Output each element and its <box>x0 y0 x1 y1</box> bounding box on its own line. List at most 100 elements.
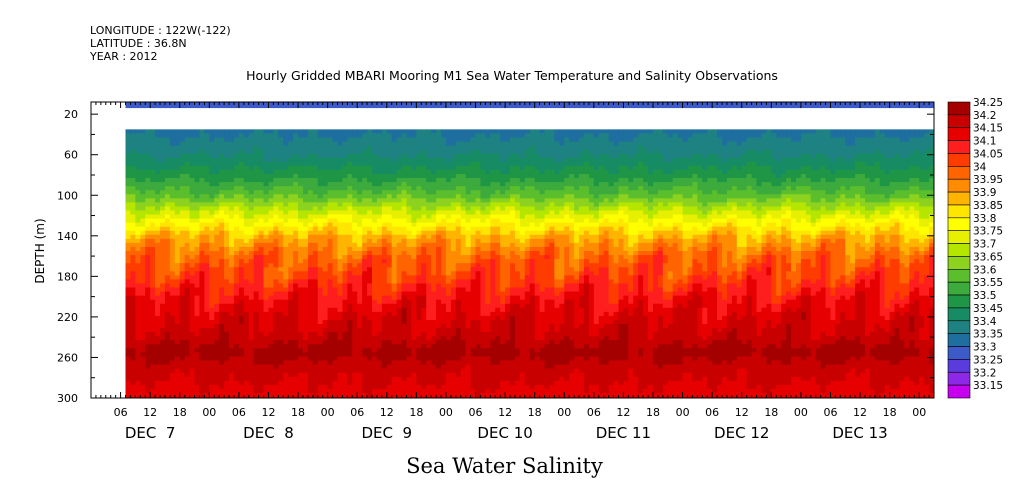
heatmap-cell <box>460 133 467 139</box>
heatmap-cell <box>209 348 215 353</box>
heatmap-cell <box>174 340 181 345</box>
heatmap-cell <box>317 182 324 187</box>
heatmap-cell <box>327 336 334 341</box>
heatmap-cell <box>465 271 472 276</box>
heatmap-cell <box>396 206 403 212</box>
heatmap-cell <box>352 324 358 329</box>
heatmap-cell <box>140 392 146 398</box>
heatmap-cell <box>150 198 156 203</box>
heatmap-cell <box>312 161 319 167</box>
heatmap-cell <box>426 153 432 159</box>
heatmap-cell <box>347 214 353 220</box>
heatmap-cell <box>214 242 220 248</box>
heatmap-cell <box>381 182 388 187</box>
heatmap-cell <box>199 376 205 382</box>
heatmap-cell <box>460 242 467 248</box>
heatmap-cell <box>130 336 136 341</box>
heatmap-cell <box>307 376 314 382</box>
heatmap-cell <box>293 299 299 305</box>
heatmap-cell <box>204 384 210 390</box>
heatmap-cell <box>298 178 304 183</box>
heatmap-cell <box>352 169 358 175</box>
heatmap-cell <box>288 102 294 109</box>
heatmap-cell <box>455 255 462 260</box>
heatmap-cell <box>189 279 196 285</box>
heatmap-cell <box>332 295 339 301</box>
heatmap-cell <box>199 173 205 179</box>
heatmap-cell <box>155 141 161 147</box>
heatmap-cell <box>125 324 132 329</box>
heatmap-cell <box>317 348 324 353</box>
heatmap-cell <box>219 255 225 260</box>
heatmap-cell <box>199 259 205 264</box>
heatmap-cell <box>362 133 368 139</box>
heatmap-cell <box>298 315 304 321</box>
heatmap-cell <box>189 299 196 305</box>
heatmap-cell <box>248 165 255 171</box>
heatmap-cell <box>160 153 166 159</box>
heatmap-cell <box>386 348 393 353</box>
heatmap-cell <box>307 230 314 236</box>
heatmap-cell <box>465 291 472 297</box>
heatmap-cell <box>135 161 141 167</box>
heatmap-cell <box>293 295 299 301</box>
heatmap-cell <box>238 315 245 321</box>
heatmap-cell <box>293 271 299 276</box>
heatmap-cell <box>229 324 235 329</box>
heatmap-cell <box>155 275 161 280</box>
heatmap-cell <box>224 356 230 362</box>
heatmap-cell <box>179 324 186 329</box>
heatmap-cell <box>209 246 215 252</box>
heatmap-cell <box>455 352 462 358</box>
heatmap-cell <box>268 251 275 256</box>
heatmap-cell <box>150 271 156 276</box>
heatmap-cell <box>130 299 136 305</box>
heatmap-cell <box>367 230 373 236</box>
heatmap-cell <box>263 384 270 390</box>
heatmap-cell <box>352 384 358 390</box>
heatmap-cell <box>441 246 447 252</box>
heatmap-cell <box>480 275 486 280</box>
heatmap-cell <box>436 344 442 349</box>
heatmap-cell <box>445 137 452 143</box>
heatmap-cell <box>450 234 457 240</box>
heatmap-cell <box>140 259 146 264</box>
heatmap-cell <box>160 198 166 203</box>
heatmap-cell <box>411 275 417 280</box>
heatmap-cell <box>357 372 363 378</box>
heatmap-cell <box>253 214 260 220</box>
heatmap-cell <box>164 255 171 260</box>
heatmap-cell <box>465 267 472 272</box>
heatmap-cell <box>130 372 136 378</box>
heatmap-cell <box>470 214 477 220</box>
heatmap-cell <box>386 222 393 228</box>
heatmap-cell <box>135 368 141 374</box>
heatmap-cell <box>396 319 403 325</box>
heatmap-cell <box>243 372 250 378</box>
heatmap-cell <box>421 182 427 187</box>
heatmap-cell <box>441 149 447 155</box>
heatmap-cell <box>376 380 383 386</box>
heatmap-cell <box>416 255 422 260</box>
heatmap-cell <box>179 356 186 362</box>
heatmap-cell <box>426 141 432 147</box>
heatmap-cell <box>367 392 373 398</box>
heatmap-cell <box>426 336 432 341</box>
heatmap-cell <box>229 340 235 345</box>
heatmap-cell <box>258 299 265 305</box>
heatmap-cell <box>357 202 363 208</box>
heatmap-cell <box>298 218 304 224</box>
heatmap-cell <box>312 186 319 191</box>
heatmap-cell <box>288 392 294 398</box>
heatmap-cell <box>347 149 353 155</box>
heatmap-cell <box>199 372 205 378</box>
heatmap-cell <box>160 287 166 293</box>
heatmap-cell <box>391 173 398 179</box>
heatmap-cell <box>219 218 225 224</box>
heatmap-cell <box>406 311 413 317</box>
heatmap-cell <box>307 295 314 301</box>
heatmap-cell <box>135 153 141 159</box>
heatmap-cell <box>298 291 304 297</box>
heatmap-cell <box>125 364 132 370</box>
heatmap-cell <box>460 153 467 159</box>
